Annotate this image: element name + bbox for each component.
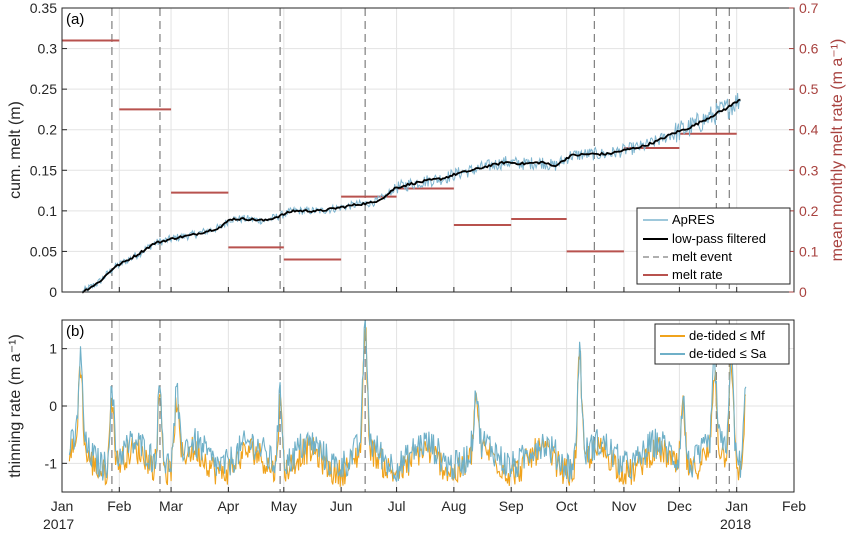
x-year-start: 2017 xyxy=(43,516,74,532)
y-tick-label: 0.2 xyxy=(38,122,58,138)
panel-b-sa-series xyxy=(68,319,747,482)
panel-a-ylabel: cum. melt (m) xyxy=(7,101,24,199)
x-tick-label: Feb xyxy=(107,498,131,514)
x-tick-label: Jul xyxy=(388,498,406,514)
panel-a: 0 0.05 0.1 0.15 0.2 0.25 0.3 0.35 0 0.1 0.2 0.3 0.4… xyxy=(7,0,846,300)
legend-mf: de-tided ≤ Mf xyxy=(689,328,765,343)
y-tick-label: 0.3 xyxy=(38,41,58,57)
y-tick-right-label: 0.3 xyxy=(799,162,819,178)
x-tick-label: Jun xyxy=(330,498,353,514)
panel-b-label: (b) xyxy=(66,323,84,340)
x-year-end: 2018 xyxy=(720,516,751,532)
x-tick-label: Apr xyxy=(217,498,239,514)
y-tick-right-label: 0.2 xyxy=(799,203,819,219)
panel-a-y-ticks: 0 0.05 0.1 0.15 0.2 0.25 0.3 0.35 xyxy=(30,0,67,300)
panel-a-label: (a) xyxy=(66,11,84,28)
legend-apres: ApRES xyxy=(672,212,715,227)
legend-melt-rate: melt rate xyxy=(672,267,723,282)
legend-filtered: low-pass filtered xyxy=(672,231,766,246)
x-tick-label: Jan xyxy=(725,498,748,514)
panel-a-legend: ApRES low-pass filtered melt event melt … xyxy=(636,207,791,285)
x-tick-label: Dec xyxy=(667,498,692,514)
panel-b-y-ticks: -1 0 1 xyxy=(45,341,67,471)
y-tick-label: 0.35 xyxy=(30,0,57,16)
x-tick-label: Mar xyxy=(159,498,183,514)
y-tick-right-label: 0.5 xyxy=(799,81,819,97)
y-tick-label: 0.25 xyxy=(30,81,57,97)
y-tick-right-label: 0.6 xyxy=(799,41,819,57)
y-tick-label: 0.15 xyxy=(30,162,57,178)
x-tick-label: Oct xyxy=(556,498,578,514)
x-tick-label: Nov xyxy=(611,498,636,514)
x-tick-label: Jan xyxy=(51,498,74,514)
y-tick-right-label: 0.4 xyxy=(799,122,819,138)
y-tick-right-label: 0 xyxy=(799,284,807,300)
y-tick-label: 1 xyxy=(49,341,57,357)
x-tick-label: Sep xyxy=(499,498,524,514)
y-tick-label: 0 xyxy=(49,398,57,414)
panel-a-ylabel-right: mean monthly melt rate (m a⁻¹) xyxy=(829,39,846,262)
x-tick-label: May xyxy=(271,498,297,514)
sa-line xyxy=(68,319,747,482)
legend-sa: de-tided ≤ Sa xyxy=(689,346,767,361)
y-tick-label: -1 xyxy=(45,455,58,471)
y-tick-right-label: 0.7 xyxy=(799,0,819,16)
panel-a-y-ticks-right: 0 0.1 0.2 0.3 0.4 0.5 0.6 0.7 xyxy=(789,0,819,300)
x-axis-ticks: Jan Feb Mar Apr May Jun Jul Aug Sep Oct Nov Dec Jan F… xyxy=(51,287,806,514)
legend-melt-event: melt event xyxy=(672,249,732,264)
x-tick-label: Feb xyxy=(782,498,806,514)
y-tick-label: 0 xyxy=(49,284,57,300)
panel-b: -1 0 1 Jan Feb Mar Apr May Jun Jul Aug Sep Oct Nov De… xyxy=(7,287,806,532)
panel-b-ylabel: thinning rate (m a⁻¹) xyxy=(7,334,24,478)
panel-b-legend: de-tided ≤ Mf de-tided ≤ Sa xyxy=(654,323,790,365)
filtered-line xyxy=(81,98,741,294)
x-tick-label: Aug xyxy=(441,498,466,514)
y-tick-label: 0.05 xyxy=(30,243,57,259)
panel-a-filtered-series xyxy=(81,98,741,294)
y-tick-label: 0.1 xyxy=(38,203,58,219)
y-tick-right-label: 0.1 xyxy=(799,243,819,259)
